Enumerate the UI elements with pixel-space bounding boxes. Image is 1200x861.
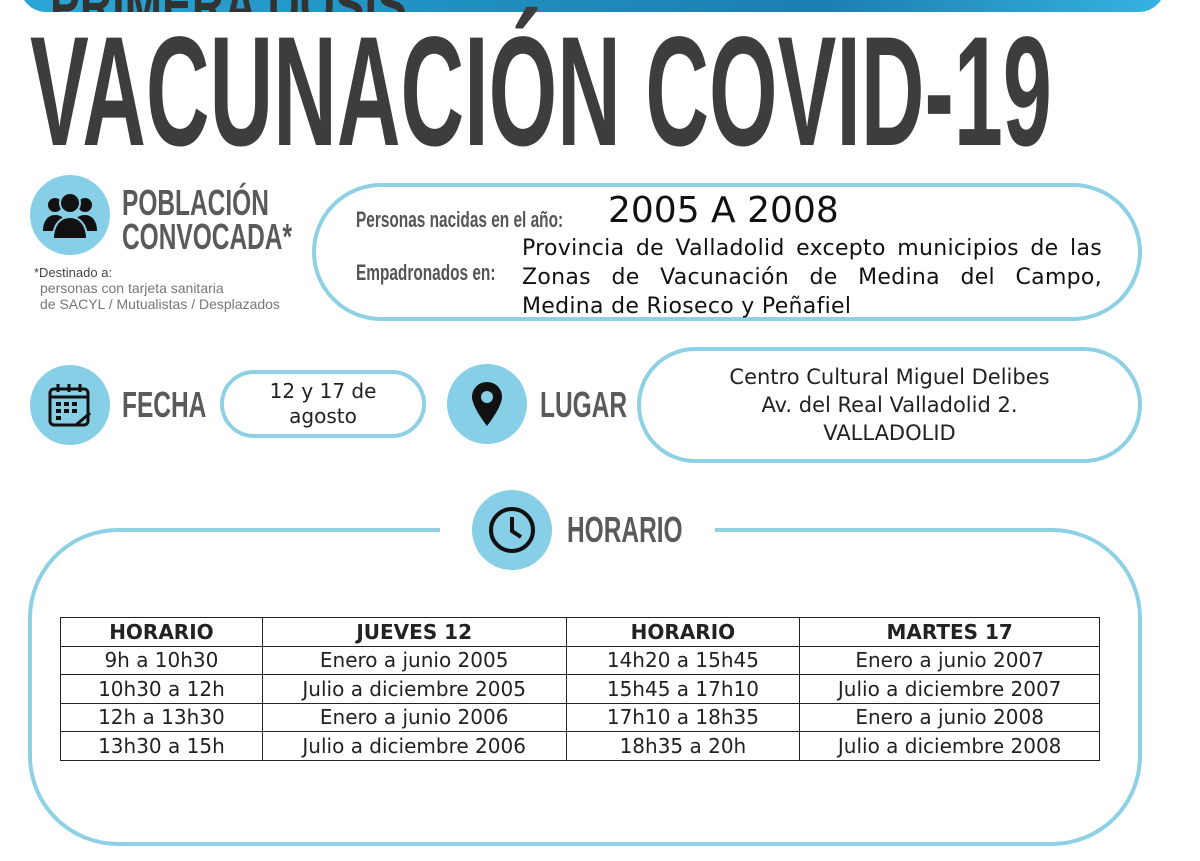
header-horario: HORARIO xyxy=(60,617,263,647)
lugar-line-3: VALLADOLID xyxy=(823,421,956,445)
cell: 12h a 13h30 xyxy=(60,702,263,732)
cell: Enero a junio 2008 xyxy=(799,702,1100,732)
cell: 18h35 a 20h xyxy=(565,731,801,761)
header-martes: MARTES 17 xyxy=(799,617,1100,647)
table-row: 10h30 a 12h Julio a diciembre 2005 15h45 a… xyxy=(60,674,1100,704)
table-header-row: HORARIO JUEVES 12 HORARIO MARTES 17 xyxy=(60,617,1100,647)
poblacion-box xyxy=(312,183,1142,321)
lugar-line-2: Av. del Real Valladolid 2. xyxy=(761,393,1018,417)
top-banner: PRIMERA DOSIS xyxy=(20,0,1165,12)
nacidos-value: 2005 A 2008 xyxy=(608,190,839,231)
poblacion-heading: POBLACIÓN CONVOCADA* xyxy=(122,182,293,257)
header-jueves: JUEVES 12 xyxy=(261,617,567,647)
fecha-line-2: agosto xyxy=(289,404,357,428)
calendar-icon xyxy=(30,365,110,445)
destinado-note: *Destinado a: personas con tarjeta sanita… xyxy=(34,265,280,312)
cell: Julio a diciembre 2005 xyxy=(261,674,567,704)
banner-text: PRIMERA DOSIS xyxy=(50,0,407,12)
table-row: 12h a 13h30 Enero a junio 2006 17h10 a 18h… xyxy=(60,702,1100,732)
table-row: 13h30 a 15h Julio a diciembre 2006 18h35 a… xyxy=(60,731,1100,761)
lugar-label: LUGAR xyxy=(540,384,628,425)
cell: 13h30 a 15h xyxy=(60,731,263,761)
header-horario-2: HORARIO xyxy=(565,617,801,647)
table-row: 9h a 10h30 Enero a junio 2005 14h20 a 15h4… xyxy=(60,645,1100,675)
cell: 14h20 a 15h45 xyxy=(565,645,801,675)
cell: Enero a junio 2006 xyxy=(261,702,567,732)
cell: Enero a junio 2007 xyxy=(799,645,1100,675)
page-title: VACUNACIÓN COVID-19 xyxy=(30,5,1052,179)
cell: 10h30 a 12h xyxy=(60,674,263,704)
cell: Julio a diciembre 2006 xyxy=(261,731,567,761)
cell: Julio a diciembre 2008 xyxy=(799,731,1100,761)
location-pin-icon xyxy=(447,364,527,444)
empadronados-value: Provincia de Valladolid excepto municipi… xyxy=(522,236,1102,318)
cell: Julio a diciembre 2007 xyxy=(799,674,1100,704)
empadronados-label: Empadronados en: xyxy=(356,260,496,285)
people-icon xyxy=(30,175,110,255)
nacidos-label: Personas nacidas en el año: xyxy=(356,207,564,232)
fecha-box: 12 y 17 de agosto xyxy=(220,370,426,438)
cell: 17h10 a 18h35 xyxy=(565,702,801,732)
cell: 9h a 10h30 xyxy=(60,645,263,675)
lugar-box: Centro Cultural Miguel Delibes Av. del Re… xyxy=(637,347,1142,463)
horario-table: HORARIO JUEVES 12 HORARIO MARTES 17 9h a… xyxy=(60,617,1100,761)
cell: 15h45 a 17h10 xyxy=(565,674,801,704)
fecha-label: FECHA xyxy=(122,384,207,425)
cell: Enero a junio 2005 xyxy=(261,645,567,675)
lugar-line-1: Centro Cultural Miguel Delibes xyxy=(729,365,1050,389)
fecha-line-1: 12 y 17 de xyxy=(269,379,377,403)
clock-icon xyxy=(472,490,552,570)
horario-label: HORARIO xyxy=(567,509,683,550)
